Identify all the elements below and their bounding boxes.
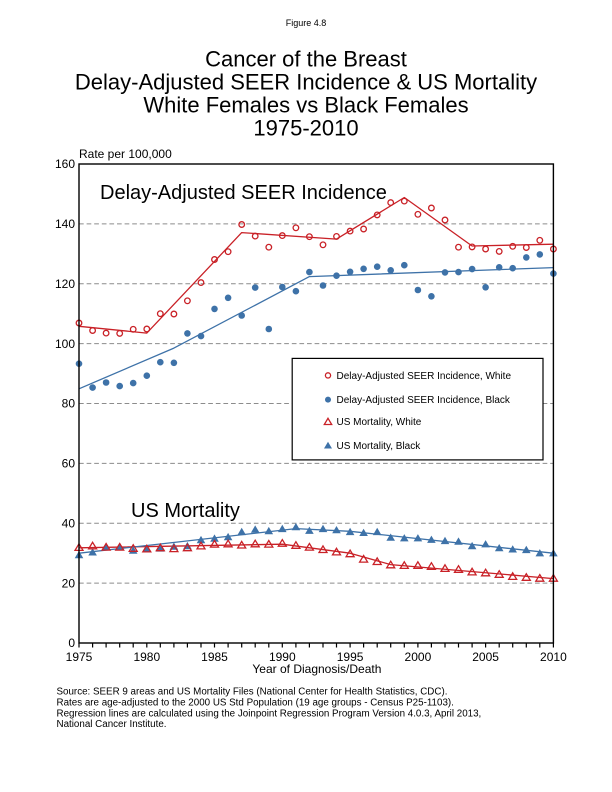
- svg-text:Delay-Adjusted SEER Incidence: Delay-Adjusted SEER Incidence & US Morta…: [75, 70, 537, 95]
- svg-text:1975-2010: 1975-2010: [253, 116, 358, 141]
- svg-text:2005: 2005: [472, 650, 499, 664]
- svg-text:80: 80: [62, 397, 76, 411]
- svg-text:Delay-Adjusted SEER Incidence: Delay-Adjusted SEER Incidence: [100, 182, 387, 204]
- svg-text:2010: 2010: [540, 650, 567, 664]
- svg-text:US Mortality, Black: US Mortality, Black: [337, 441, 422, 452]
- svg-text:Regression lines are calculate: Regression lines are calculated using th…: [57, 708, 482, 719]
- svg-text:Year of Diagnosis/Death: Year of Diagnosis/Death: [252, 662, 381, 676]
- svg-text:40: 40: [62, 517, 76, 531]
- svg-text:Rates are age-adjusted to the: Rates are age-adjusted to the 2000 US St…: [57, 697, 454, 708]
- svg-text:1995: 1995: [337, 650, 364, 664]
- svg-text:160: 160: [55, 157, 75, 171]
- svg-text:0: 0: [68, 636, 75, 650]
- svg-text:140: 140: [55, 217, 75, 231]
- svg-text:Cancer of the Breast: Cancer of the Breast: [205, 47, 407, 72]
- svg-text:1985: 1985: [201, 650, 228, 664]
- svg-text:Figure 4.8: Figure 4.8: [286, 18, 327, 28]
- svg-text:1975: 1975: [66, 650, 93, 664]
- svg-text:National Cancer Institute.: National Cancer Institute.: [57, 719, 167, 730]
- svg-text:60: 60: [62, 457, 76, 471]
- svg-text:20: 20: [62, 576, 76, 590]
- svg-text:Delay-Adjusted SEER Incidence,: Delay-Adjusted SEER Incidence, White: [337, 371, 512, 382]
- svg-text:1980: 1980: [133, 650, 160, 664]
- svg-text:2000: 2000: [405, 650, 432, 664]
- svg-text:US Mortality, White: US Mortality, White: [337, 417, 422, 428]
- svg-text:Rate per 100,000: Rate per 100,000: [79, 147, 172, 161]
- svg-text:1990: 1990: [269, 650, 296, 664]
- svg-text:Delay-Adjusted SEER Incidence,: Delay-Adjusted SEER Incidence, Black: [337, 395, 511, 406]
- svg-text:Source: SEER 9 areas and US Mo: Source: SEER 9 areas and US Mortality Fi…: [57, 686, 448, 697]
- svg-text:100: 100: [55, 337, 75, 351]
- svg-text:White Females vs Black Females: White Females vs Black Females: [143, 93, 468, 118]
- svg-text:US Mortality: US Mortality: [131, 500, 240, 522]
- svg-text:120: 120: [55, 277, 75, 291]
